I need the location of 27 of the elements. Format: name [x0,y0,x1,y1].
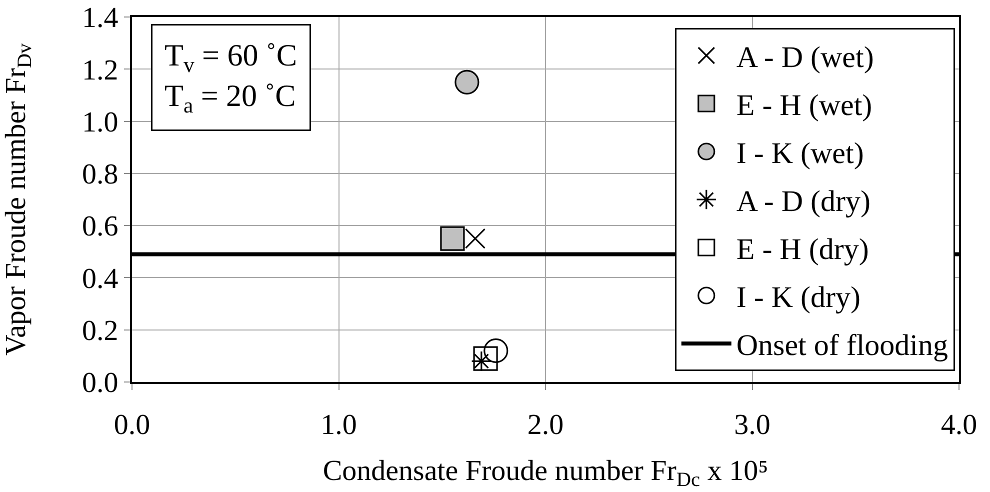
y-tick-label: 1.4 [82,2,119,34]
y-tick-label: 0.8 [82,158,118,191]
annotation: T$_{v}$ = 60 ˚C T$_{a}$ = 20 ˚C [164,38,298,118]
y-tick-label: 1.2 [82,54,118,86]
legend-label: I - K (dry) [736,281,860,314]
point [484,338,508,363]
point [454,70,480,94]
x-tick-label: 1.0 [320,408,357,441]
legend-label: E - H (dry) [736,233,869,266]
legend-label: Onset of flooding [736,329,948,362]
y-tick-label: 0.0 [82,367,118,400]
y-tick-label: 1.0 [82,106,118,138]
legend-label: I - K (wet) [736,137,864,170]
legend-label: E - H (wet) [736,89,872,122]
x-tick-label: 4.0 [940,408,978,441]
legend-label: A - D (wet) [736,41,874,74]
y-tick-label: 0.2 [82,315,118,348]
legend-label: A - D (dry) [736,185,871,218]
y-tick-label: 0.4 [82,262,119,295]
x-axis-title: Condensate Froude number Fr$_{Dc}$ x 10⁵ [322,455,768,492]
point [473,346,498,371]
y-tick-label: 0.6 [82,210,118,243]
point [440,226,465,251]
x-tick-label: 3.0 [734,408,770,441]
point [464,228,486,249]
x-tick-label: 0.0 [114,408,150,441]
x-tick-label: 2.0 [527,408,564,441]
